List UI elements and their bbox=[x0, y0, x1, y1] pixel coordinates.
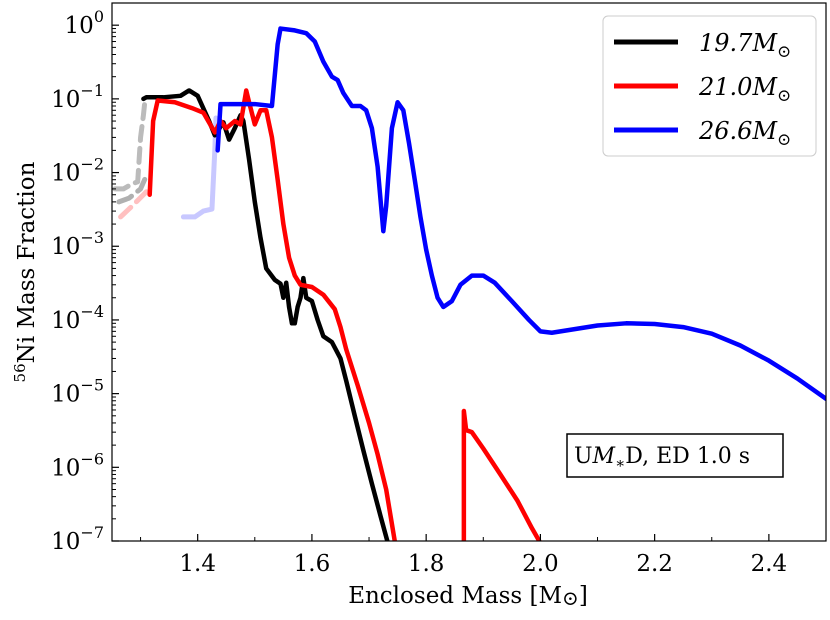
plot-frame bbox=[111, 2, 827, 542]
series-line-19-7-msun bbox=[141, 88, 390, 541]
y-tick-label: 10−5 bbox=[51, 376, 104, 408]
legend-entry-21-0: 21.0M⊙ bbox=[614, 73, 791, 106]
x-tick-label: 2.0 bbox=[522, 551, 559, 577]
tick-layer: 1.4 1.6 1.8 2.0 2.2 2.4 100 10−1 10−2 10−3 10−4 10−… bbox=[51, 2, 827, 577]
legend-label-21-0: 21.0M⊙ bbox=[698, 73, 791, 106]
y-tick-label: 10−2 bbox=[51, 155, 104, 187]
legend-label-26-6: 26.6M⊙ bbox=[698, 117, 791, 150]
annotation-box: UM∗D, ED 1.0 s bbox=[566, 433, 784, 478]
y-tick-label: 100 bbox=[65, 7, 104, 39]
series-line-19-7-msun-faded bbox=[112, 96, 148, 192]
x-tick-label: 1.8 bbox=[408, 551, 445, 577]
series-line-26-6-msun bbox=[215, 26, 826, 402]
series-layer bbox=[112, 26, 826, 541]
x-tick-label: 2.4 bbox=[751, 551, 788, 577]
x-axis-title: Enclosed Mass [M⊙] bbox=[348, 583, 588, 610]
series-line-21-0-msun-outer bbox=[461, 408, 542, 541]
series-line-19-7-msun-faded-lower bbox=[116, 173, 149, 205]
y-tick-label: 10−1 bbox=[51, 81, 104, 113]
x-tick-label: 1.4 bbox=[179, 551, 216, 577]
series-line-21-0-msun-faded bbox=[118, 186, 152, 220]
legend: 19.7M⊙ 21.0M⊙ 26.6M⊙ bbox=[602, 15, 817, 157]
x-tick-label: 1.6 bbox=[294, 551, 331, 577]
y-axis-title: 56Ni Mass Fraction bbox=[11, 161, 40, 382]
y-tick-label: 10−4 bbox=[51, 302, 104, 334]
series-line-21-0-msun bbox=[147, 88, 397, 541]
legend-entry-26-6: 26.6M⊙ bbox=[614, 117, 791, 150]
y-tick-label: 10−3 bbox=[51, 228, 104, 260]
y-tick-label: 10−7 bbox=[51, 523, 104, 555]
series-line-26-6-msun-faded bbox=[180, 115, 219, 220]
legend-label-19-7: 19.7M⊙ bbox=[699, 29, 791, 62]
legend-entry-19-7: 19.7M⊙ bbox=[614, 29, 791, 62]
annotation-frame bbox=[566, 433, 784, 478]
x-tick-label: 2.2 bbox=[636, 551, 673, 577]
legend-frame bbox=[602, 15, 817, 157]
annotation-text: UM∗D, ED 1.0 s bbox=[574, 444, 750, 472]
y-tick-label: 10−6 bbox=[51, 449, 104, 481]
